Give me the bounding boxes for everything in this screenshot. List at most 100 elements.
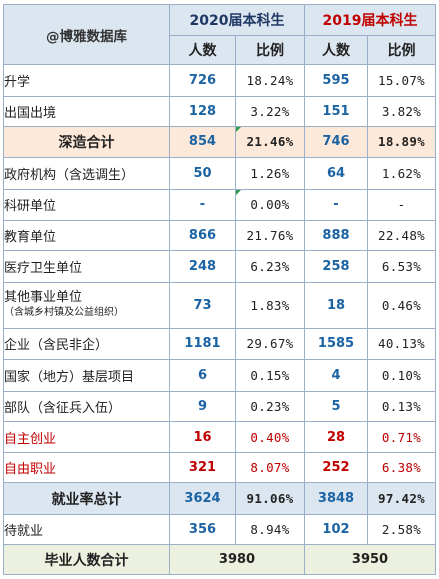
count-2020: 6 [169,359,236,392]
table-row: 自主创业 16 0.40% 28 0.71% [3,421,436,453]
graduates-label: 毕业人数合计 [3,544,170,575]
count-2020: 854 [169,126,236,158]
count-2019: 595 [304,64,368,97]
count-2019: 151 [304,95,368,128]
ratio-2019: 1.62% [367,156,436,191]
table-row: 科研单位 - 0.00% - - [3,189,436,221]
ratio-2020: 91.06% [235,482,305,515]
count-2019: 252 [304,451,368,484]
ratio-2020: 1.26% [235,156,305,191]
row-label: 医疗卫生单位 [3,250,170,283]
row-label: 教育单位 [3,219,170,252]
count-2019: 64 [304,156,368,191]
ratio-2019: 2.58% [367,513,436,546]
count-2020: 50 [169,156,236,191]
row-label: 升学 [3,64,170,97]
table-row: 教育单位 866 21.76% 888 22.48% [3,219,436,252]
ratio-2020: 21.76% [235,219,305,252]
count-2020: 3624 [169,482,236,515]
count-2020: 356 [169,513,236,546]
header-row-columns: 人数 比例 人数 比例 [4,34,436,66]
count-2019: 258 [304,250,368,283]
ratio-2020: 29.67% [235,327,305,361]
row-label: 深造合计 [3,126,170,158]
header-row-years: @博雅数据库 2020届本科生 2019届本科生 [3,3,436,66]
row-label: 自主创业 [3,421,170,453]
table-row: 国家（地方）基层项目 6 0.15% 4 0.10% [3,359,436,392]
ratio-2019: 15.07% [367,64,436,97]
col-count-2020: 人数 [169,34,236,66]
ratio-2020: 0.00% [235,189,305,221]
row-label: 出国出境 [3,95,170,128]
ratio-2019: 18.89% [367,126,436,158]
count-2020: 866 [169,219,236,252]
ratio-2020: 8.94% [235,513,305,546]
count-2020: 9 [169,390,236,423]
count-2020: 1181 [169,327,236,361]
row-label: 政府机构（含选调生） [3,156,170,191]
count-2020: 16 [169,421,236,453]
count-2019: - [304,189,368,221]
ratio-2019: 6.53% [367,250,436,283]
ratio-2020: 18.24% [235,64,305,97]
ratio-2019: 40.13% [367,327,436,361]
row-sublabel: （含城乡村镇及公益组织） [4,306,125,318]
row-label: 就业率总计 [3,482,170,515]
year-2019-header: 2019届本科生 [304,4,436,36]
row-label: 部队（含征兵入伍） [3,390,170,423]
table-row: 企业（含民非企） 1181 29.67% 1585 40.13% [3,327,436,361]
table-row: 升学 726 18.24% 595 15.07% [3,64,436,97]
ratio-2020: 3.22% [235,95,305,128]
table-row-total: 就业率总计 3624 91.06% 3848 97.42% [3,482,436,515]
year-2020-header: 2020届本科生 [169,4,305,36]
col-count-2019: 人数 [304,34,368,66]
ratio-2020: 0.23% [235,390,305,423]
count-2020: 248 [169,250,236,283]
ratio-2019: 3.82% [367,95,436,128]
table-row: 政府机构（含选调生） 50 1.26% 64 1.62% [3,156,436,191]
count-2019: 28 [304,421,368,453]
row-label: 企业（含民非企） [3,327,170,361]
graduates-total-2020: 3980 [169,544,305,575]
count-2019: 18 [304,281,368,329]
count-2019: 1585 [304,327,368,361]
count-2020: 726 [169,64,236,97]
table-row: 其他事业单位 （含城乡村镇及公益组织） 73 1.83% 18 0.46% [3,281,436,329]
ratio-2019: 0.71% [367,421,436,453]
table-row: 出国出境 128 3.22% 151 3.82% [3,95,436,128]
ratio-2020: 0.40% [235,421,305,453]
count-2019: 4 [304,359,368,392]
ratio-2020: 8.07% [235,451,305,484]
ratio-2019: 0.13% [367,390,436,423]
row-label: 其他事业单位 [4,289,83,305]
table-row-graduates: 毕业人数合计 3980 3950 [3,544,436,575]
count-2019: 888 [304,219,368,252]
ratio-2019: - [367,189,436,221]
count-2020: - [169,189,236,221]
col-ratio-2019: 比例 [367,34,436,66]
count-2019: 102 [304,513,368,546]
count-2020: 128 [169,95,236,128]
ratio-2019: 6.38% [367,451,436,484]
table-row: 部队（含征兵入伍） 9 0.23% 5 0.13% [3,390,436,423]
table-row-subtotal: 深造合计 854 21.46% 746 18.89% [3,126,436,158]
row-label: 科研单位 [3,189,170,221]
graduates-total-2019: 3950 [304,544,436,575]
count-2019: 3848 [304,482,368,515]
table-row: 自由职业 321 8.07% 252 6.38% [3,451,436,484]
row-label: 待就业 [3,513,170,546]
brand-label: @博雅数据库 [3,3,170,66]
ratio-2019: 0.46% [367,281,436,329]
ratio-2020: 21.46% [235,126,305,158]
row-label: 自由职业 [3,451,170,484]
ratio-2020: 1.83% [235,281,305,329]
ratio-2019: 0.10% [367,359,436,392]
table-row: 医疗卫生单位 248 6.23% 258 6.53% [3,250,436,283]
count-2019: 5 [304,390,368,423]
ratio-2020: 6.23% [235,250,305,283]
employment-stats-table: @博雅数据库 2020届本科生 2019届本科生 人数 比例 人数 比例 升学 … [3,3,436,575]
count-2020: 321 [169,451,236,484]
row-label: 国家（地方）基层项目 [3,359,170,392]
ratio-2019: 22.48% [367,219,436,252]
col-ratio-2020: 比例 [235,34,305,66]
